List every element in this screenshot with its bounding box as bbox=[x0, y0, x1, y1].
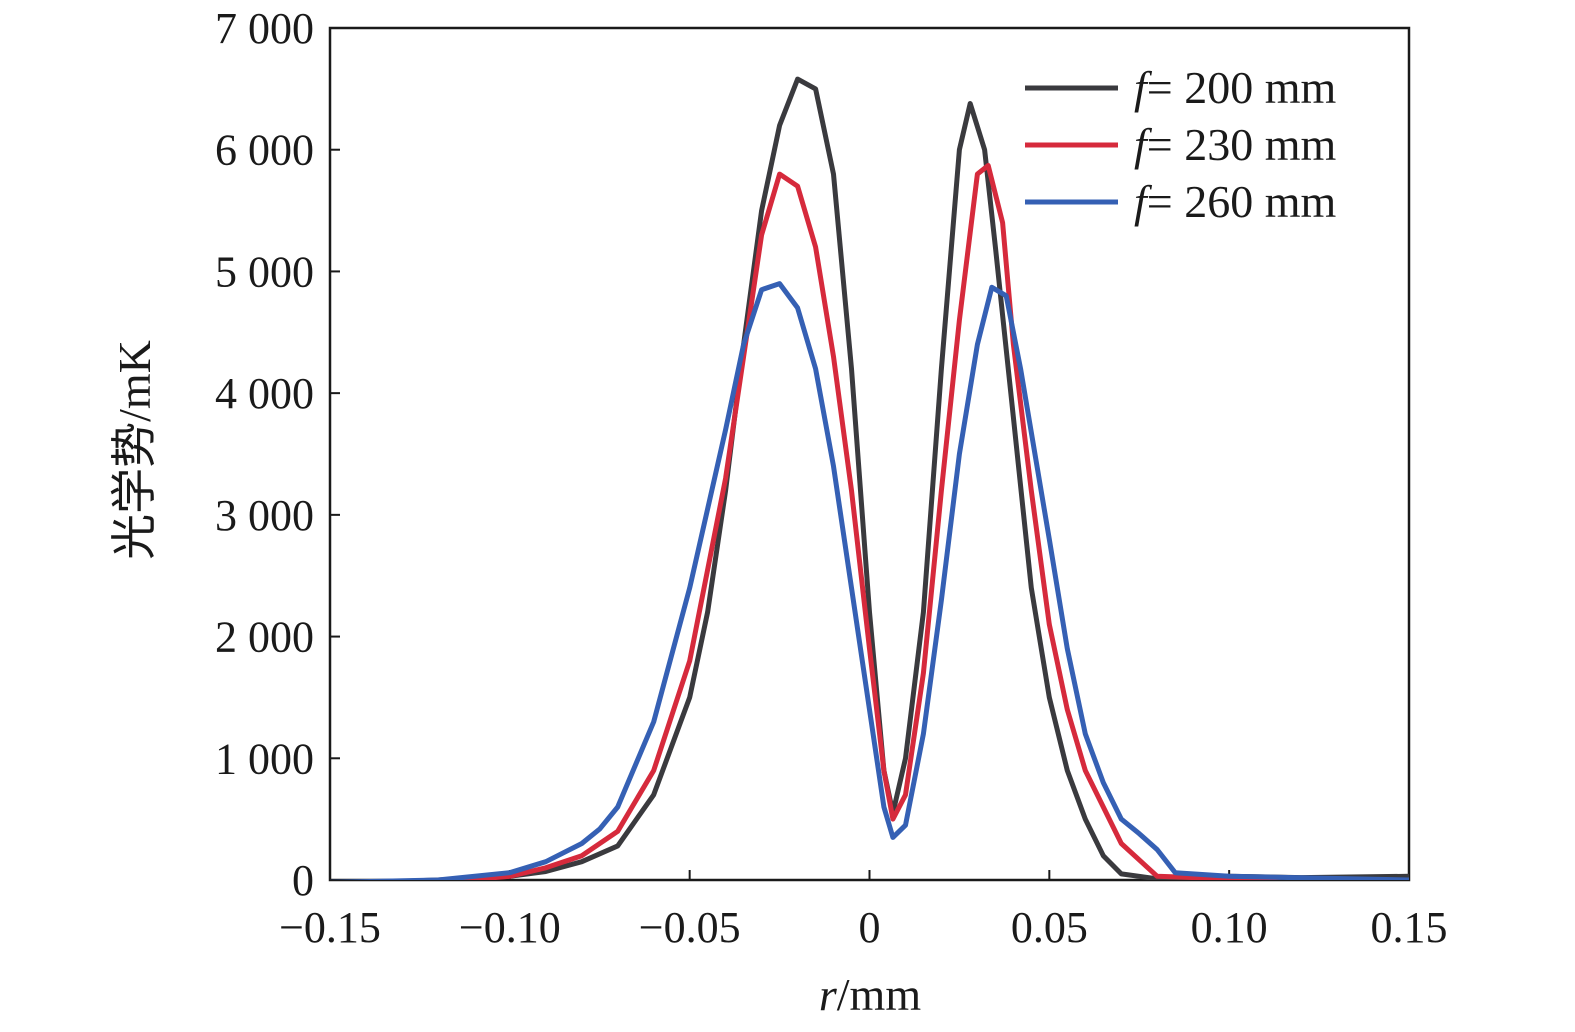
y-tick-label: 6 000 bbox=[215, 126, 314, 175]
x-tick-label: −0.05 bbox=[639, 903, 741, 952]
y-axis-ticks: 0 1 000 2 000 3 000 4 000 5 000 6 000 7 000 bbox=[215, 4, 340, 905]
legend-label-value: = 260 mm bbox=[1147, 176, 1337, 227]
x-axis-ticks: −0.15 −0.10 −0.05 0 0.05 0.10 0.15 bbox=[279, 870, 1448, 952]
x-tick-label: 0.10 bbox=[1191, 903, 1268, 952]
x-axis-title: r/mm bbox=[819, 969, 921, 1020]
series-line-2 bbox=[434, 163, 1409, 880]
legend-label-value: = 230 mm bbox=[1147, 119, 1337, 170]
x-tick-label: 0.15 bbox=[1371, 903, 1448, 952]
legend-label-2: f= 230 mm bbox=[1134, 119, 1337, 170]
series-line-3 bbox=[330, 281, 1409, 880]
x-tick-label: −0.15 bbox=[279, 903, 381, 952]
y-tick-label: 2 000 bbox=[215, 613, 314, 662]
x-tick-label: 0 bbox=[859, 903, 881, 952]
x-axis-title-var: r bbox=[819, 969, 838, 1020]
x-tick-label: −0.10 bbox=[459, 903, 561, 952]
legend-label-3: f= 260 mm bbox=[1134, 176, 1337, 227]
y-tick-label: 7 000 bbox=[215, 4, 314, 53]
x-tick-label: 0.05 bbox=[1011, 903, 1088, 952]
legend-label-1: f= 200 mm bbox=[1134, 62, 1337, 113]
y-tick-label: 3 000 bbox=[215, 491, 314, 540]
y-tick-label: 4 000 bbox=[215, 369, 314, 418]
legend: f= 200 mm f= 230 mm f= 260 mm bbox=[1025, 62, 1337, 227]
y-tick-label: 1 000 bbox=[215, 734, 314, 783]
y-tick-label: 5 000 bbox=[215, 247, 314, 296]
x-axis-title-unit: /mm bbox=[837, 969, 922, 1020]
series-layer bbox=[330, 76, 1409, 880]
y-axis-title: 光学势/mK bbox=[109, 340, 160, 560]
y-tick-label: 0 bbox=[292, 856, 314, 905]
legend-label-value: = 200 mm bbox=[1147, 62, 1337, 113]
